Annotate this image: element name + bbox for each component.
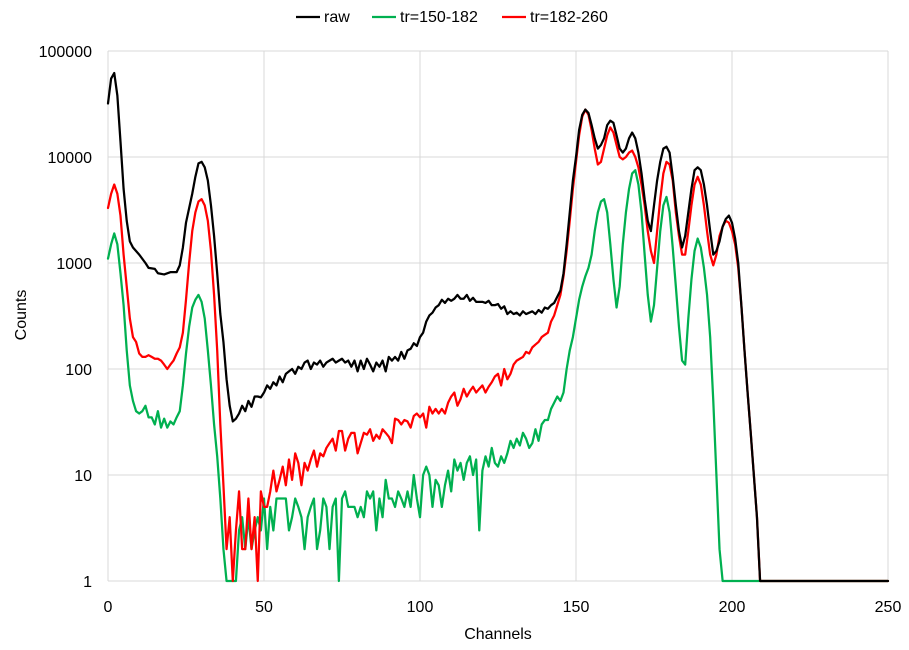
series-line-tr-182-260 bbox=[106, 108, 890, 583]
x-tick-label: 100 bbox=[407, 599, 434, 616]
y-axis-title: Counts bbox=[13, 290, 30, 341]
x-axis-title: Channels bbox=[464, 626, 532, 643]
x-tick-label: 250 bbox=[875, 599, 902, 616]
legend-label: tr=150-182 bbox=[400, 9, 478, 26]
axes: 0 50 100 150 200 250 1 10 100 1000 10000 100000 bbox=[39, 44, 902, 616]
legend: raw tr=150-182 tr=182-260 bbox=[296, 9, 608, 26]
legend-label: tr=182-260 bbox=[530, 9, 608, 26]
y-tick-label: 1000 bbox=[56, 256, 92, 273]
x-tick-label: 200 bbox=[719, 599, 746, 616]
gridlines bbox=[107, 50, 889, 582]
y-tick-label: 10 bbox=[74, 468, 92, 485]
plot-area bbox=[106, 71, 890, 583]
y-tick-label: 100 bbox=[65, 362, 92, 379]
y-tick-label: 100000 bbox=[39, 44, 92, 61]
legend-label: raw bbox=[324, 9, 350, 26]
x-tick-label: 0 bbox=[104, 599, 113, 616]
x-tick-label: 150 bbox=[563, 599, 590, 616]
x-tick-label: 50 bbox=[255, 599, 273, 616]
series-line-raw bbox=[106, 71, 890, 583]
y-tick-label: 1 bbox=[83, 574, 92, 591]
series-line-tr-150-182 bbox=[106, 169, 890, 583]
y-tick-label: 10000 bbox=[48, 150, 93, 167]
